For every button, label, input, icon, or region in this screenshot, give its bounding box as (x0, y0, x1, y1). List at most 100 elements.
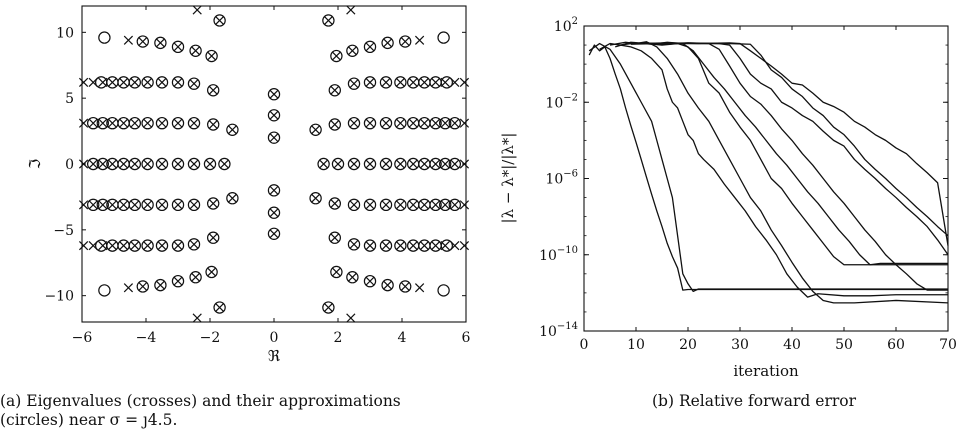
eigenvalue-cross-marker (347, 46, 358, 56)
eigenvalue-cross-marker (189, 200, 199, 210)
eigenvalue-cross-marker (118, 200, 129, 210)
approximation-circle-marker (171, 198, 185, 212)
eigenvalue-cross-marker (347, 272, 358, 282)
error-curve-line (588, 42, 948, 293)
x-tick-label: 20 (679, 337, 697, 353)
eigenvalue-cross-marker (269, 89, 279, 99)
error-curve-line (625, 42, 948, 291)
eigenvalue-cross-marker (157, 241, 167, 251)
eigenvalue-cross-marker (323, 302, 334, 313)
x-tick-label: 60 (887, 337, 905, 353)
eigenvalue-cross-marker (365, 276, 375, 286)
approximation-circle-marker (381, 36, 394, 50)
approximation-circle-marker (363, 157, 377, 171)
eigenvalue-cross-marker (330, 119, 340, 130)
eigenvalue-cross-marker (430, 241, 441, 251)
eigenvalue-cross-marker (349, 200, 359, 210)
approximation-circle-marker (347, 198, 361, 212)
error-curve-line (615, 41, 948, 266)
x-tick-label: 40 (783, 337, 801, 353)
y-tick-label: 10 (56, 25, 74, 41)
eigenvalue-cross-marker (192, 5, 202, 15)
eigenvalue-cross-marker (138, 281, 148, 292)
error-curve-line (635, 42, 949, 246)
eigenvalue-cross-marker (269, 208, 279, 218)
caption-a: (a) Eigenvalues (crosses) and their appr… (0, 392, 401, 429)
eigenvalue-cross-marker (395, 200, 406, 210)
approximation-circle-marker (328, 118, 341, 131)
x-tick-label: −6 (72, 330, 93, 346)
approximation-circle-marker (141, 239, 154, 252)
approximation-circle-marker (171, 76, 185, 89)
approximation-circle-marker (171, 274, 185, 288)
approximation-circle-marker (407, 116, 420, 130)
approximation-circle-marker (206, 197, 220, 210)
eigenvalue-cross-marker (130, 241, 140, 251)
approximation-circle-marker (203, 157, 217, 171)
eigenvalue-cross-marker (190, 272, 201, 282)
eigenvalue-cross-marker (395, 118, 406, 128)
eigenvalue-cross-marker (331, 267, 342, 277)
eigenvalue-cross-marker (78, 118, 89, 128)
eigenvalue-cross-marker (450, 118, 460, 128)
x-tick-label: 10 (627, 337, 645, 353)
eigenvalue-cross-marker (459, 118, 470, 128)
y-tick-label: 10−10 (539, 245, 578, 264)
eigenvalue-cross-marker (189, 159, 199, 169)
eigenvalue-cross-marker (430, 159, 441, 169)
x-tick-label: −4 (136, 330, 157, 346)
eigenvalue-cross-marker (450, 200, 460, 210)
approximation-circle-marker (363, 198, 377, 212)
approximation-circle-marker (206, 118, 220, 131)
approximation-circle-marker (155, 157, 169, 171)
approximation-circle-marker (96, 116, 110, 130)
approximation-circle-marker (363, 274, 377, 288)
approximation-circle-marker (394, 239, 407, 252)
eigenvalue-cross-marker (419, 200, 430, 210)
approximation-circle-marker (394, 116, 407, 130)
approximation-circle-marker (141, 198, 154, 212)
eigenvalue-cross-marker (310, 193, 321, 203)
eigenvalue-cross-marker (118, 241, 129, 251)
eigenvalue-cross-marker (88, 118, 98, 128)
approximation-circle-marker (155, 239, 169, 252)
approximation-circle-marker (128, 116, 141, 130)
approximation-circle-marker (347, 238, 361, 251)
eigenvalue-cross-marker (189, 79, 199, 89)
eigenvalue-cross-marker (381, 159, 391, 169)
eigenvalue-cross-marker (381, 77, 391, 87)
approximation-circle-marker (136, 280, 149, 293)
approximation-circle-marker (189, 44, 202, 57)
eigenvalue-cross-marker (78, 77, 89, 87)
eigenvalue-cross-marker (349, 159, 359, 169)
eigenvalue-cross-marker (208, 198, 218, 209)
eigenvalue-cross-marker (419, 241, 430, 251)
approximation-circle-marker (437, 31, 450, 44)
eigenvalue-cross-marker (333, 159, 343, 169)
eigenvalue-cross-marker (382, 280, 393, 290)
eigenvalue-plot-frame (81, 5, 467, 323)
approximation-circle-marker (86, 116, 100, 130)
approximation-circle-marker (213, 301, 226, 314)
approximation-circle-marker (379, 239, 393, 252)
eigenvalue-axis-ticks: −6 −4 −2 0 2 4 6 −10 −5 0 5 10 (44, 6, 471, 346)
eigenvalue-cross-marker (365, 159, 375, 169)
eigenvalue-cross-marker (88, 200, 98, 210)
approximation-circle-marker (379, 116, 393, 130)
eigenvalue-cross-marker (189, 239, 199, 249)
eigenvalue-cross-marker (395, 241, 406, 251)
eigenvalue-cross-marker (98, 200, 108, 210)
approximation-circle-marker (86, 198, 100, 212)
x-tick-label: 70 (939, 337, 957, 353)
approximation-circle-marker (394, 157, 407, 171)
eigenvalue-cross-marker (414, 283, 425, 293)
approximation-circle-marker (98, 284, 111, 297)
eigenvalue-cross-marker (118, 77, 129, 87)
x-tick-label: 2 (334, 330, 343, 346)
eigenvalue-cross-marker (157, 77, 167, 87)
approximation-circle-marker (331, 157, 345, 171)
approximation-circle-marker (394, 76, 407, 89)
caption-b: (b) Relative forward error (652, 392, 857, 410)
approximation-circle-marker (440, 239, 453, 252)
approximation-circle-marker (309, 192, 322, 205)
